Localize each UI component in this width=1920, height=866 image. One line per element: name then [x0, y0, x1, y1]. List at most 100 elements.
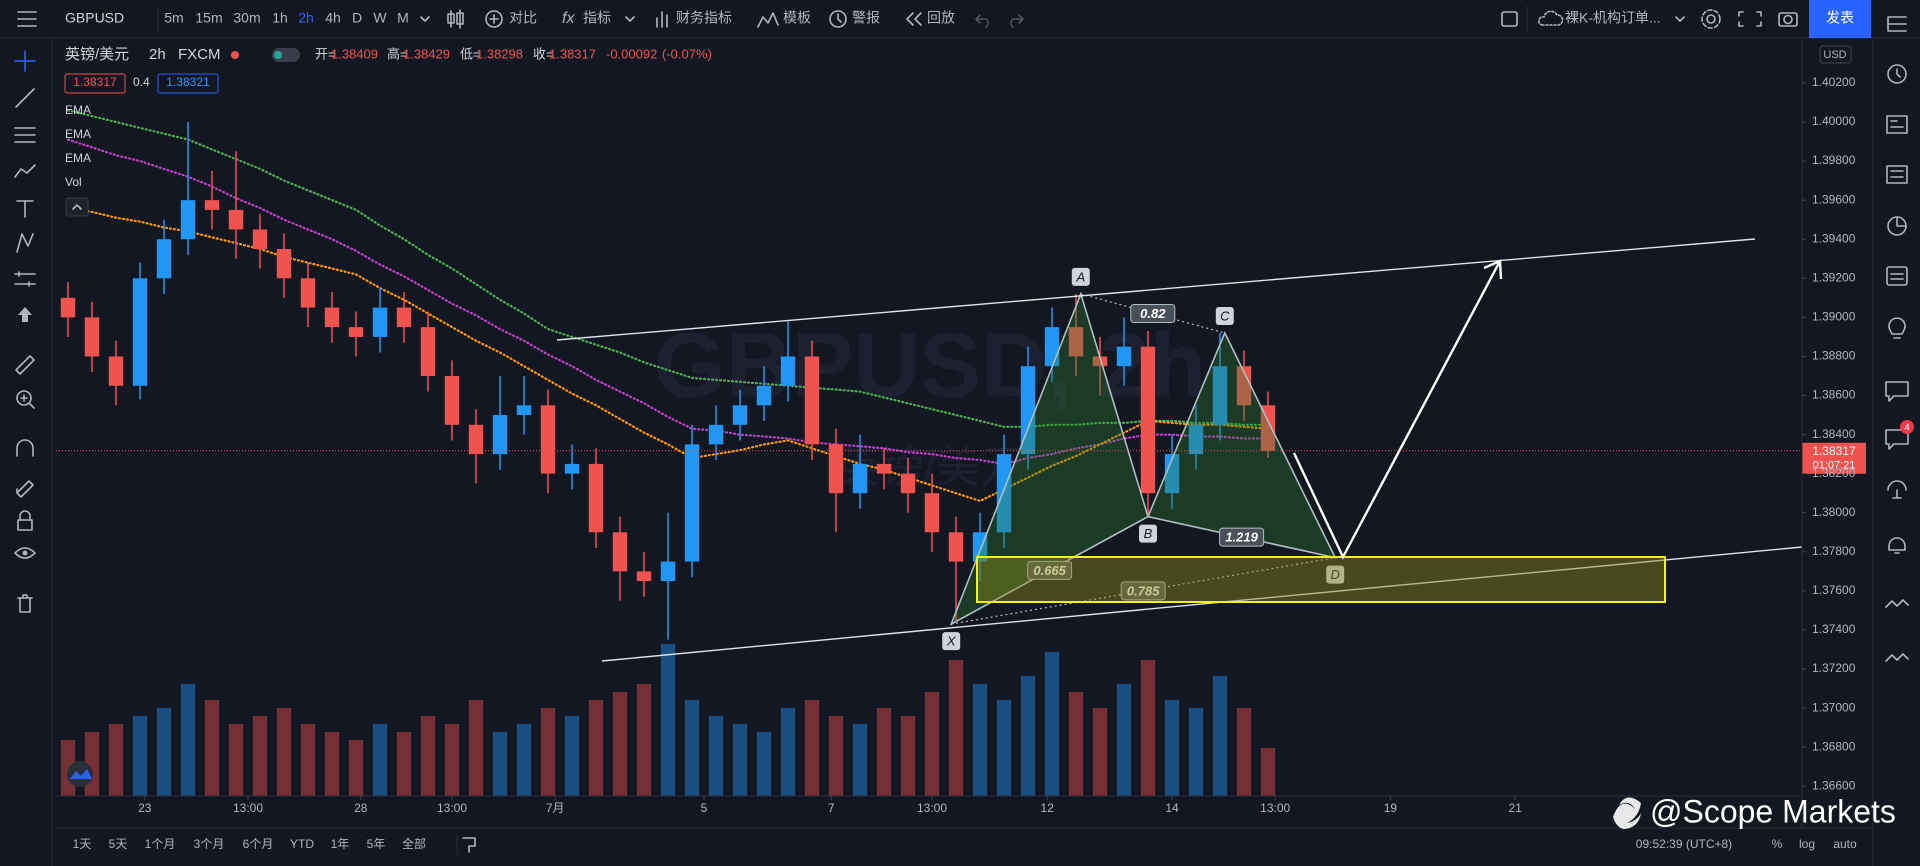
- range-button[interactable]: YTD: [290, 837, 314, 851]
- study-label[interactable]: EMA: [65, 103, 91, 117]
- templates[interactable]: 模板: [783, 10, 811, 26]
- replay-icon[interactable]: [906, 12, 922, 26]
- interval-button[interactable]: 30m: [233, 10, 260, 26]
- chat-icon[interactable]: [1885, 381, 1909, 402]
- arrow-tool[interactable]: [18, 307, 32, 322]
- log-toggle[interactable]: log: [1799, 837, 1815, 851]
- date-range-icon[interactable]: [462, 837, 476, 853]
- range-button[interactable]: 1天: [73, 837, 92, 851]
- trendline-tool[interactable]: [15, 88, 35, 108]
- hide-tool[interactable]: [14, 547, 36, 559]
- compare[interactable]: 对比: [509, 10, 537, 26]
- fullscreen-icon[interactable]: [1738, 11, 1762, 27]
- alerts-icon[interactable]: [1887, 64, 1907, 84]
- ruler-tool[interactable]: [15, 355, 35, 375]
- range-button[interactable]: 1个月: [145, 837, 176, 851]
- draw-mode-tool[interactable]: [16, 480, 34, 498]
- lower-trendline[interactable]: [601, 546, 1803, 662]
- financials[interactable]: 财务指标: [676, 10, 732, 26]
- fib-tool[interactable]: [14, 127, 36, 143]
- indicators-menu[interactable]: [625, 16, 635, 22]
- lock-tool[interactable]: [17, 519, 33, 531]
- candle-body: [1188, 424, 1204, 455]
- candle-body: [1116, 346, 1132, 367]
- compare-icon[interactable]: [485, 10, 503, 28]
- layout-name[interactable]: 裸K-机构订单...: [1565, 10, 1661, 26]
- market-status[interactable]: [231, 51, 239, 59]
- interval-button[interactable]: D: [352, 10, 362, 26]
- study-label[interactable]: EMA: [65, 127, 91, 141]
- templates-icon[interactable]: [757, 12, 779, 28]
- indicators-icon[interactable]: fx: [562, 10, 575, 27]
- auto-toggle[interactable]: auto: [1833, 837, 1857, 851]
- redo[interactable]: [1010, 14, 1024, 28]
- study-label[interactable]: Vol: [65, 175, 82, 189]
- upper-trendline[interactable]: [556, 238, 1756, 341]
- publish[interactable]: 发表: [1826, 10, 1854, 26]
- range-button[interactable]: 5天: [109, 837, 128, 851]
- collapse-button[interactable]: [65, 197, 89, 217]
- study-label[interactable]: EMA: [65, 151, 91, 165]
- percent-toggle[interactable]: %: [1772, 837, 1783, 851]
- news-icon[interactable]: [1886, 115, 1908, 134]
- interval-button[interactable]: 4h: [325, 10, 341, 26]
- interval-button[interactable]: M: [397, 10, 409, 26]
- data-window-icon[interactable]: [1886, 165, 1908, 184]
- bid[interactable]: 1.38317: [73, 75, 117, 89]
- symbol-search[interactable]: GBPUSD: [65, 10, 124, 26]
- range-button[interactable]: 3个月: [194, 837, 225, 851]
- drawings: [556, 238, 1803, 662]
- delete-tool[interactable]: [17, 594, 33, 613]
- range-button[interactable]: 5年: [367, 837, 386, 851]
- zoom-tool[interactable]: [16, 390, 32, 406]
- close-label: 收=: [533, 46, 554, 61]
- volume-bar: [1044, 652, 1060, 796]
- interval-menu[interactable]: [420, 16, 430, 22]
- position-tool[interactable]: [14, 271, 36, 287]
- alert[interactable]: 警报: [852, 10, 880, 26]
- expand-icon[interactable]: [1885, 653, 1909, 662]
- currency[interactable]: USD: [1823, 49, 1846, 61]
- chart-type-icon[interactable]: [447, 9, 464, 29]
- financials-icon[interactable]: [656, 11, 668, 28]
- currency-box[interactable]: [1819, 45, 1852, 64]
- calendar-icon[interactable]: [1886, 266, 1908, 286]
- indicators[interactable]: 指标: [583, 10, 611, 26]
- publish-button[interactable]: [1809, 0, 1871, 38]
- interval-button[interactable]: 2h: [298, 10, 314, 26]
- alert-icon[interactable]: [829, 10, 847, 28]
- pattern-tool[interactable]: [14, 164, 36, 178]
- undo[interactable]: [975, 14, 989, 28]
- range-button[interactable]: 1年: [331, 837, 350, 851]
- volume-bar: [900, 716, 916, 796]
- interval-button[interactable]: 15m: [195, 10, 222, 26]
- settings-icon[interactable]: [1701, 9, 1721, 29]
- layout-menu[interactable]: [1675, 16, 1685, 22]
- text-tool[interactable]: [16, 200, 34, 218]
- replay[interactable]: 回放: [927, 10, 955, 26]
- cloud-icon[interactable]: [1538, 10, 1564, 26]
- streams-icon[interactable]: [1887, 480, 1907, 499]
- range-button[interactable]: 6个月: [243, 837, 274, 851]
- interval-button[interactable]: W: [373, 10, 387, 26]
- ask[interactable]: 1.38321: [166, 75, 210, 89]
- bid-box[interactable]: [64, 73, 126, 94]
- clock[interactable]: 09:52:39 (UTC+8): [1636, 837, 1732, 851]
- interval-button[interactable]: 5m: [164, 10, 183, 26]
- layout-icon[interactable]: [1501, 11, 1518, 27]
- ask-box[interactable]: [157, 73, 219, 94]
- dom-icon[interactable]: [1885, 599, 1909, 608]
- interval-button[interactable]: 1h: [272, 10, 288, 26]
- projection-arrow[interactable]: [1292, 260, 1502, 560]
- ideas-icon[interactable]: [1888, 317, 1906, 339]
- crosshair-tool[interactable]: [14, 50, 36, 72]
- magnet-tool[interactable]: [16, 439, 34, 457]
- target-zone[interactable]: [976, 556, 1666, 603]
- notifications-icon[interactable]: [1888, 537, 1906, 554]
- xabcd-tool[interactable]: [16, 233, 34, 253]
- point-box: [1326, 565, 1345, 584]
- range-button[interactable]: 全部: [402, 836, 426, 851]
- snapshot-icon[interactable]: [1778, 12, 1798, 27]
- menu-icon[interactable]: [17, 11, 37, 27]
- watchlist-icon[interactable]: [1887, 16, 1907, 32]
